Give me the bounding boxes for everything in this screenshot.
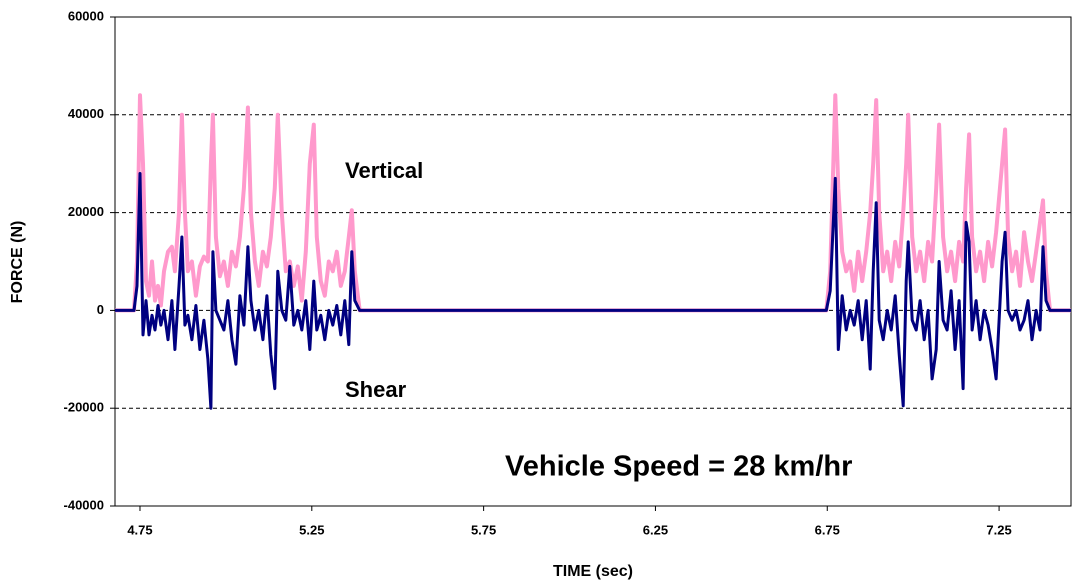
- x-axis-title: TIME (sec): [553, 563, 633, 580]
- vertical-label: Vertical: [345, 158, 423, 183]
- y-tick-label: -20000: [64, 400, 104, 415]
- y-tick-label: 40000: [68, 106, 104, 121]
- y-tick-label: 60000: [68, 8, 104, 23]
- plot-frame: [114, 16, 1072, 507]
- series-line: [115, 172, 1071, 410]
- y-tick-label: 0: [97, 302, 104, 317]
- y-tick-label: -40000: [64, 497, 104, 512]
- shear-label: Shear: [345, 377, 407, 402]
- x-tick-label: 6.25: [643, 522, 668, 537]
- y-tick-label: 20000: [68, 204, 104, 219]
- y-axis-title: FORCE (N): [9, 221, 26, 304]
- series-line: [115, 93, 1071, 313]
- x-tick-label: 5.75: [471, 522, 496, 537]
- speed-annotation: Vehicle Speed = 28 km/hr: [505, 451, 852, 483]
- x-tick-label: 7.25: [986, 522, 1011, 537]
- x-tick-label: 4.75: [127, 522, 152, 537]
- x-tick-label: 5.25: [299, 522, 324, 537]
- x-tick-label: 6.75: [815, 522, 840, 537]
